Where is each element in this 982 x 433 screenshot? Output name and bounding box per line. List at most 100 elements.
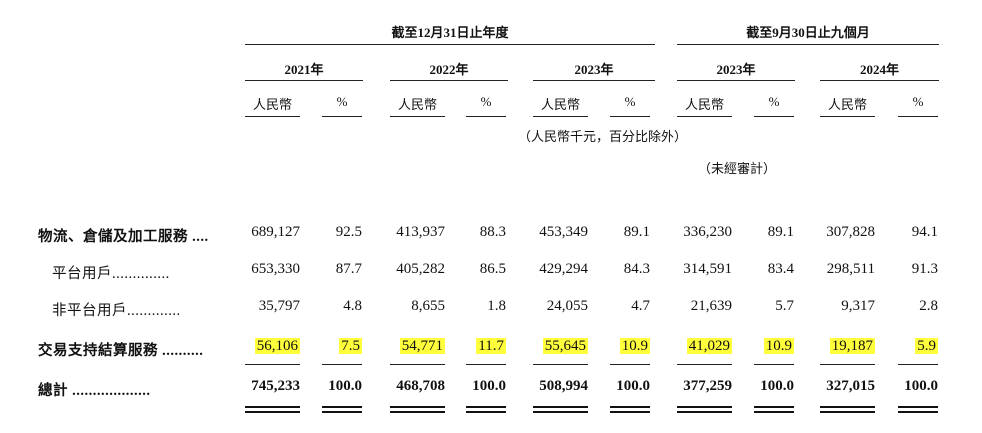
year-rule bbox=[390, 80, 508, 81]
amount-cell: 689,127 bbox=[251, 224, 300, 240]
amount-cell: 429,294 bbox=[539, 261, 588, 277]
subtotal-rule bbox=[533, 364, 588, 365]
percent-cell: 94.1 bbox=[911, 224, 938, 240]
subtotal-rule bbox=[754, 364, 794, 365]
percent-cell: 5.7 bbox=[775, 298, 794, 314]
col-rule bbox=[533, 116, 588, 117]
amount-cell: 468,708 bbox=[396, 378, 445, 394]
period-header-annual: 截至12月31日止年度 bbox=[391, 25, 509, 40]
year-header-2023-9m: 2023年 bbox=[716, 62, 756, 77]
row-label-settlement: 交易支持結算服務 .......... bbox=[38, 343, 204, 359]
percent-cell: 86.5 bbox=[479, 261, 506, 277]
subtotal-rule bbox=[245, 364, 300, 365]
amount-cell: 298,511 bbox=[826, 261, 875, 277]
amount-cell: 336,230 bbox=[683, 224, 732, 240]
percent-cell: 89.1 bbox=[767, 224, 794, 240]
row-label-logistics: 物流、倉儲及加工服務 .... bbox=[38, 229, 209, 245]
percent-cell: 10.9 bbox=[619, 338, 650, 354]
subtotal-rule bbox=[390, 364, 445, 365]
subtotal-rule bbox=[466, 364, 506, 365]
col-rule bbox=[322, 116, 362, 117]
col-header-rmb: 人民幣 bbox=[827, 97, 867, 112]
year-header-2023: 2023年 bbox=[574, 62, 614, 77]
subtotal-rule bbox=[610, 364, 650, 365]
col-rule bbox=[898, 116, 938, 117]
total-double-rule bbox=[390, 406, 445, 413]
percent-cell: 87.7 bbox=[335, 261, 362, 277]
amount-cell: 453,349 bbox=[539, 224, 588, 240]
percent-cell: 4.8 bbox=[343, 298, 362, 314]
percent-cell: 7.5 bbox=[339, 338, 362, 354]
amount-cell: 55,645 bbox=[542, 338, 588, 354]
total-double-rule bbox=[754, 406, 794, 413]
total-double-rule bbox=[245, 406, 300, 413]
percent-cell: 100.0 bbox=[760, 378, 794, 394]
col-header-rmb: 人民幣 bbox=[252, 97, 292, 112]
row-label-platform-users: 平台用戶.............. bbox=[52, 266, 170, 282]
total-double-rule bbox=[898, 406, 938, 413]
row-label-non-platform-users: 非平台用戶............. bbox=[52, 303, 181, 319]
year-rule bbox=[245, 80, 363, 81]
amount-cell: 413,937 bbox=[396, 224, 445, 240]
subtotal-rule bbox=[820, 364, 875, 365]
col-rule bbox=[754, 116, 794, 117]
amount-cell: 35,797 bbox=[258, 298, 300, 314]
amount-cell: 41,029 bbox=[686, 338, 732, 354]
amount-cell: 24,055 bbox=[546, 298, 588, 314]
percent-cell: 89.1 bbox=[623, 224, 650, 240]
percent-cell: 100.0 bbox=[328, 378, 362, 394]
amount-cell: 19,187 bbox=[829, 338, 875, 354]
col-header-percent: % bbox=[624, 94, 636, 109]
year-rule bbox=[677, 80, 795, 81]
percent-cell: 100.0 bbox=[904, 378, 938, 394]
year-header-2022: 2022年 bbox=[429, 62, 469, 77]
percent-cell: 84.3 bbox=[623, 261, 650, 277]
percent-cell: 11.7 bbox=[476, 338, 506, 354]
col-header-percent: % bbox=[480, 94, 492, 109]
percent-cell: 5.9 bbox=[915, 338, 938, 354]
percent-cell: 100.0 bbox=[472, 378, 506, 394]
amount-cell: 508,994 bbox=[539, 378, 588, 394]
total-double-rule bbox=[677, 406, 732, 413]
amount-cell: 405,282 bbox=[396, 261, 445, 277]
col-header-rmb: 人民幣 bbox=[684, 97, 724, 112]
amount-cell: 56,106 bbox=[254, 338, 300, 354]
col-rule bbox=[390, 116, 445, 117]
percent-cell: 92.5 bbox=[335, 224, 362, 240]
col-header-percent: % bbox=[336, 94, 348, 109]
total-double-rule bbox=[466, 406, 506, 413]
amount-cell: 377,259 bbox=[683, 378, 732, 394]
year-header-2024-9m: 2024年 bbox=[859, 62, 899, 77]
percent-cell: 1.8 bbox=[487, 298, 506, 314]
subtotal-rule bbox=[322, 364, 362, 365]
percent-cell: 2.8 bbox=[919, 298, 938, 314]
year-rule bbox=[820, 80, 939, 81]
col-rule bbox=[820, 116, 875, 117]
percent-cell: 91.3 bbox=[911, 261, 938, 277]
col-rule bbox=[677, 116, 732, 117]
percent-cell: 4.7 bbox=[631, 298, 650, 314]
percent-cell: 10.9 bbox=[763, 338, 794, 354]
amount-cell: 21,639 bbox=[690, 298, 732, 314]
period-header-nine-months: 截至9月30日止九個月 bbox=[746, 25, 870, 40]
col-rule bbox=[245, 116, 300, 117]
amount-cell: 327,015 bbox=[826, 378, 875, 394]
col-header-percent: % bbox=[912, 94, 924, 109]
row-label-total: 總計 ................... bbox=[38, 383, 151, 399]
percent-cell: 100.0 bbox=[616, 378, 650, 394]
subtotal-rule bbox=[898, 364, 938, 365]
col-rule bbox=[466, 116, 506, 117]
unaudited-note: （未經審計） bbox=[697, 161, 776, 176]
total-double-rule bbox=[322, 406, 362, 413]
col-header-rmb: 人民幣 bbox=[397, 97, 437, 112]
header-rule bbox=[245, 44, 655, 45]
year-header-2021: 2021年 bbox=[284, 62, 324, 77]
total-double-rule bbox=[610, 406, 650, 413]
total-double-rule bbox=[820, 406, 875, 413]
subtotal-rule bbox=[677, 364, 732, 365]
amount-cell: 653,330 bbox=[251, 261, 300, 277]
amount-cell: 314,591 bbox=[683, 261, 732, 277]
amount-cell: 54,771 bbox=[399, 338, 445, 354]
year-rule bbox=[533, 80, 655, 81]
amount-cell: 307,828 bbox=[826, 224, 875, 240]
